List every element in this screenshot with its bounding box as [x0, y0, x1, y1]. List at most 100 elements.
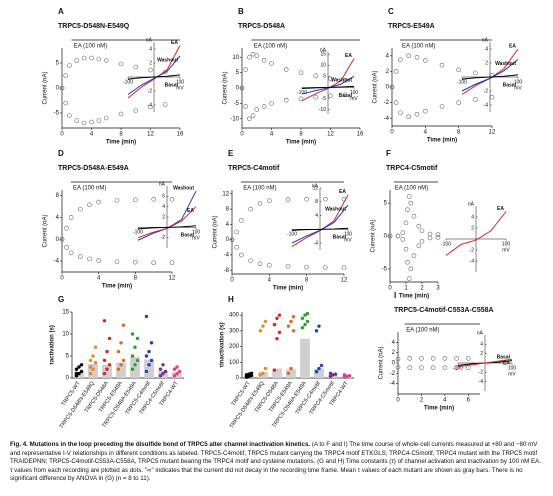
y-tick-label: -5: [54, 111, 60, 117]
data-point: [74, 58, 80, 63]
data-point: [283, 98, 289, 103]
y-tick-label: 2: [392, 350, 396, 356]
data-point: [323, 265, 328, 270]
y-axis-label: Current (nA): [371, 219, 377, 252]
data-point: [247, 54, 252, 60]
tau-dot: [102, 371, 107, 376]
y-tick-label: 5: [66, 354, 70, 360]
tau-dot: [121, 358, 126, 363]
iv-curve-label: Basal: [339, 93, 353, 99]
tau-dot: [119, 341, 123, 345]
panel-label: I: [394, 291, 396, 300]
inset-x-unit: mV: [192, 236, 200, 242]
inset-y-tick-label: 8: [315, 199, 318, 205]
tau-dot: [93, 345, 98, 349]
tau-dot: [116, 367, 121, 371]
iv-curve-label: Basal: [181, 233, 195, 239]
tau-dot: [144, 369, 149, 374]
y-tick-label: 0: [56, 237, 60, 243]
data-point: [89, 55, 94, 61]
mean-bar: [314, 368, 324, 378]
data-point: [243, 67, 248, 72]
y-tick-label: -2: [384, 100, 390, 106]
tau-dot: [116, 349, 121, 354]
data-point: [423, 108, 428, 114]
x-tick-label: 1: [404, 286, 408, 292]
data-point: [257, 201, 263, 206]
inset-y-tick-label: 6: [162, 194, 165, 200]
data-point: [118, 111, 124, 117]
caption: Fig. 4. Mutations in the loop preceding …: [10, 441, 543, 484]
caption-text: (A to F and I) The time course of whole-…: [10, 441, 542, 483]
inset-x-tick-label: -100: [123, 79, 133, 85]
y-tick-label: -4: [384, 116, 390, 122]
data-point: [89, 119, 94, 125]
tau-dot: [130, 367, 135, 371]
inset-y-tick-label: 2: [480, 351, 483, 357]
mean-bar: [88, 363, 98, 378]
iv-curve-label: EA: [345, 53, 352, 59]
data-point: [248, 206, 253, 212]
inset-x-tick-label: -100: [297, 90, 307, 96]
inset-y-tick-label: 4: [149, 46, 152, 52]
tau-dot: [328, 374, 333, 379]
inset-x-tick-label: -100: [453, 365, 463, 371]
data-point: [243, 104, 248, 109]
tau-dot: [93, 360, 98, 365]
y-tick-label: 100: [229, 360, 240, 366]
tau-dot: [77, 371, 81, 376]
data-point: [465, 365, 471, 370]
inset-y-tick-label: 4: [480, 342, 483, 348]
iv-curve-label: EA: [171, 40, 178, 46]
tau-dot: [314, 329, 319, 333]
ea-label: EA (100 nM): [243, 186, 276, 192]
data-point: [435, 232, 441, 237]
inset-x-tick-label: 100: [176, 79, 185, 85]
data-point: [169, 196, 175, 202]
tau-dot: [91, 354, 95, 358]
panel-label: F: [386, 149, 391, 158]
data-point: [239, 218, 244, 223]
data-point: [456, 100, 461, 105]
tau-dot: [144, 354, 149, 358]
y-axis-label: τactivation (s): [50, 325, 56, 365]
data-point: [328, 76, 333, 82]
inset-y-tick-label: -2: [161, 235, 166, 241]
x-tick-label: 16: [177, 132, 184, 138]
tau-dot: [261, 324, 265, 328]
iv-curve: [461, 74, 519, 80]
inset-x-unit: mV: [176, 85, 184, 91]
x-axis-label: Time (min): [273, 286, 303, 292]
data-point: [395, 364, 401, 370]
y-tick-label: 10: [62, 332, 69, 338]
data-point: [407, 365, 413, 370]
tau-dot: [289, 319, 293, 324]
tau-dot: [319, 363, 324, 368]
data-point: [313, 94, 319, 100]
inset-x-unit: mV: [508, 371, 516, 377]
x-axis-label: Time (min): [427, 138, 457, 144]
inset-y-tick-label: -4: [470, 258, 475, 264]
tau-dot: [263, 319, 268, 324]
tau-dot: [105, 349, 109, 354]
inset-y-tick-label: -2: [479, 370, 484, 376]
inset-x-unit: mV: [502, 247, 510, 253]
y-axis-label: Current (nA): [43, 214, 49, 247]
iv-curve: [127, 74, 181, 80]
data-point: [248, 258, 253, 263]
inset-y-tick-label: -2: [148, 88, 153, 94]
x-tick-label: 4: [270, 132, 274, 138]
data-point: [465, 356, 471, 361]
iv-curve-label: EA: [339, 189, 346, 195]
y-tick-label: 8: [226, 207, 230, 213]
data-point: [473, 70, 478, 76]
x-tick-label: 0: [396, 398, 400, 404]
tau-dot: [149, 341, 154, 345]
iv-curve-label: Washout: [331, 78, 352, 84]
x-tick-label: 8: [457, 130, 461, 136]
y-tick-label: 0: [66, 376, 70, 382]
x-tick-label: 0: [60, 276, 64, 282]
data-point: [393, 69, 399, 74]
mean-bar: [116, 362, 126, 378]
